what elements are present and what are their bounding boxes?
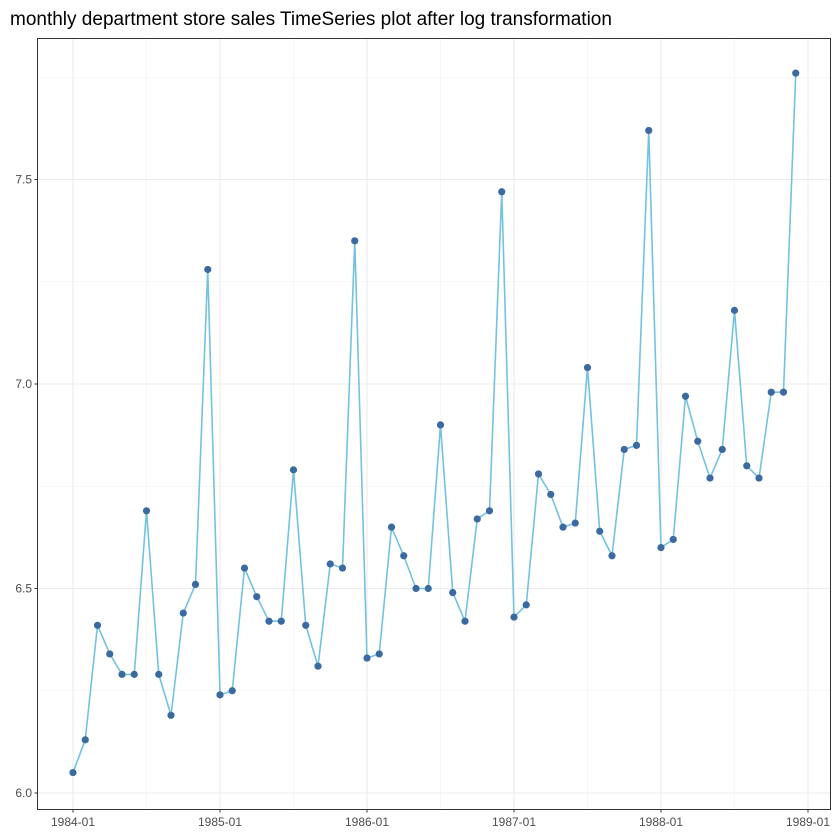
data-point xyxy=(436,421,445,429)
data-point xyxy=(743,462,751,470)
data-point xyxy=(510,613,518,621)
data-point xyxy=(706,474,714,482)
series-line xyxy=(72,73,797,773)
data-point xyxy=(375,650,383,658)
x-tick-label: 1986-01 xyxy=(345,815,389,829)
data-point xyxy=(498,188,506,196)
x-tick-label: 1985-01 xyxy=(198,815,242,829)
data-point xyxy=(522,601,530,609)
data-point xyxy=(547,490,555,499)
plot-panel xyxy=(37,38,831,810)
data-point xyxy=(228,687,236,695)
y-tick-label: 7.5 xyxy=(15,173,32,187)
data-point xyxy=(681,392,690,400)
data-point xyxy=(351,237,359,245)
y-tick-label: 6.0 xyxy=(15,786,32,800)
data-point xyxy=(106,650,114,658)
data-point xyxy=(179,609,187,617)
data-point xyxy=(792,69,800,77)
data-point xyxy=(571,519,579,527)
minor-grid xyxy=(38,38,830,809)
x-tick-label: 1987-01 xyxy=(492,815,536,829)
data-point xyxy=(204,265,212,274)
data-point xyxy=(302,621,310,629)
data-point xyxy=(632,441,641,449)
data-point xyxy=(216,691,224,699)
data-point xyxy=(755,474,763,482)
data-point xyxy=(167,711,175,719)
data-point xyxy=(620,445,628,454)
data-point xyxy=(424,584,432,593)
data-point xyxy=(81,736,89,744)
x-tick-label: 1984-01 xyxy=(51,815,95,829)
data-point xyxy=(338,564,347,572)
data-point xyxy=(596,527,604,535)
data-point xyxy=(412,584,420,593)
y-tick-label: 7.0 xyxy=(15,377,32,391)
data-point xyxy=(461,617,469,625)
data-point xyxy=(534,470,543,478)
data-point xyxy=(779,388,788,396)
data-point xyxy=(400,552,408,560)
data-point xyxy=(155,670,163,678)
data-point xyxy=(694,437,702,445)
data-point xyxy=(363,654,371,662)
data-point xyxy=(718,445,726,454)
data-point xyxy=(265,617,273,625)
data-point xyxy=(240,564,249,572)
x-tick-label: 1989-01 xyxy=(786,815,830,829)
series-layer xyxy=(69,69,800,777)
data-point xyxy=(669,535,677,544)
data-point xyxy=(730,306,739,314)
data-point xyxy=(191,580,200,589)
data-point xyxy=(767,388,775,396)
data-point xyxy=(314,662,322,670)
data-point xyxy=(449,588,457,597)
data-point xyxy=(130,670,138,678)
major-grid xyxy=(38,38,830,809)
data-point xyxy=(326,560,334,568)
x-tick-label: 1988-01 xyxy=(639,815,683,829)
data-point xyxy=(93,621,102,629)
data-point xyxy=(473,515,481,523)
data-point xyxy=(142,507,151,515)
chart-title: monthly department store sales TimeSerie… xyxy=(10,9,612,30)
data-point xyxy=(657,544,665,552)
data-point xyxy=(289,466,298,474)
data-point xyxy=(485,507,494,515)
data-point xyxy=(277,617,285,625)
data-point xyxy=(118,670,126,678)
y-tick-label: 6.5 xyxy=(15,582,32,596)
data-point xyxy=(645,126,653,135)
axes: 6.0 6.5 7.0 7.5 1984-01 1985-01 1986-01 1987-01… xyxy=(15,173,830,830)
data-point xyxy=(253,593,261,601)
data-point xyxy=(608,552,616,560)
data-point xyxy=(387,523,396,531)
data-point xyxy=(69,768,77,777)
data-point xyxy=(583,364,592,372)
data-point xyxy=(559,523,567,531)
